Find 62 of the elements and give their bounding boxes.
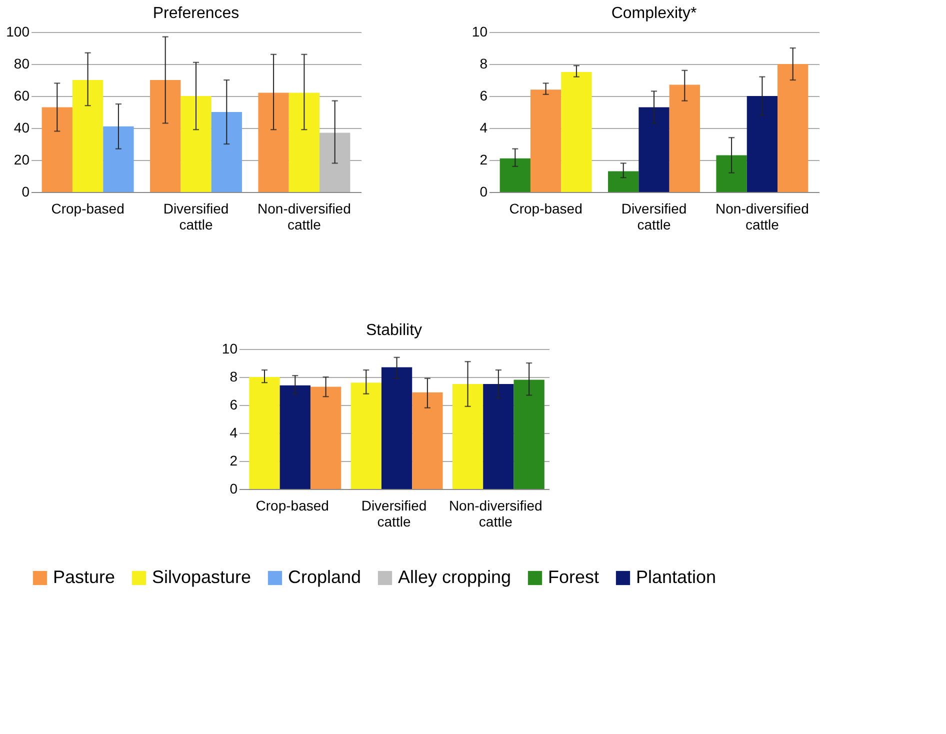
legend-label: Forest: [548, 567, 600, 587]
x-tick-label: Non-diversified cattle: [258, 200, 351, 232]
x-tick-label: Diversified cattle: [621, 200, 687, 232]
bar: [180, 96, 212, 192]
bar: [150, 80, 181, 192]
bar: [608, 171, 639, 192]
bar: [258, 92, 289, 192]
y-tick-label: 0: [22, 184, 30, 200]
y-tick-label: 6: [480, 88, 488, 104]
bar: [103, 126, 134, 192]
x-tick-label: Crop-based: [51, 200, 124, 216]
legend-label: Alley cropping: [398, 567, 512, 587]
y-tick-label: 8: [480, 56, 488, 72]
bar: [320, 132, 350, 192]
y-tick-label: 10: [472, 24, 488, 40]
bar: [500, 158, 530, 192]
chart-title: Preferences: [152, 5, 240, 22]
x-tick-label: Diversified cattle: [163, 200, 229, 232]
x-tick-label: Diversified cattle: [361, 498, 427, 530]
y-tick-label: 2: [230, 452, 238, 468]
bar: [778, 64, 808, 192]
y-tick-label: 4: [230, 424, 238, 440]
legend-label: Pasture: [53, 567, 116, 587]
y-tick-label: 60: [14, 88, 30, 104]
y-tick-label: 8: [230, 368, 238, 384]
bar: [746, 96, 778, 192]
chart-title: Stability: [366, 322, 422, 339]
legend-label: Silvopasture: [152, 567, 252, 587]
y-tick-label: 0: [230, 480, 238, 496]
y-tick-label: 10: [222, 340, 238, 356]
bar: [514, 380, 544, 489]
y-tick-label: 6: [230, 396, 238, 412]
bar: [310, 386, 342, 489]
x-tick-label: Crop-based: [256, 498, 329, 514]
x-tick-label: Non-diversified cattle: [716, 200, 809, 232]
bar: [381, 367, 412, 489]
bar: [483, 384, 514, 489]
bar: [452, 384, 484, 489]
bar: [249, 377, 280, 489]
bar: [42, 107, 72, 192]
bar: [638, 107, 670, 192]
bar: [669, 84, 700, 192]
bar: [280, 385, 310, 489]
bar: [412, 392, 443, 489]
chart-title: Complexity*: [611, 5, 697, 22]
y-tick-label: 100: [6, 24, 30, 40]
legend-label: Cropland: [288, 567, 362, 587]
x-tick-label: Non-diversified cattle: [448, 498, 542, 530]
bar: [561, 72, 592, 192]
y-tick-label: 20: [14, 152, 30, 168]
y-tick-label: 2: [480, 152, 488, 168]
bar: [211, 112, 242, 192]
y-tick-label: 80: [14, 56, 30, 72]
y-tick-label: 40: [14, 120, 30, 136]
bar: [72, 80, 104, 192]
x-tick-label: Crop-based: [509, 200, 582, 216]
legend-label: Plantation: [636, 567, 716, 587]
y-tick-label: 0: [480, 184, 488, 200]
bar: [350, 382, 382, 489]
y-tick-label: 4: [480, 120, 488, 136]
bar: [716, 155, 747, 192]
bar: [288, 92, 320, 192]
